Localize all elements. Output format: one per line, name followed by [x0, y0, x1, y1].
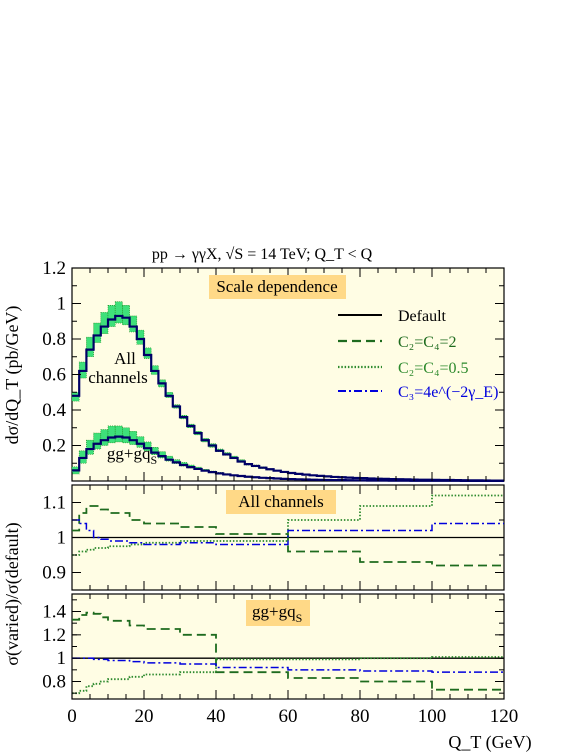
legend-label-c3: C₃=4e^(−2γ_E): [398, 384, 498, 401]
x-tick-label: 60: [279, 706, 298, 727]
ratio-all-ticks: 1.1 1 0.9: [42, 485, 505, 591]
x-tick-label: 100: [418, 706, 447, 727]
label-box-all-text: All channels: [238, 492, 323, 511]
annotation-gg-text: gg+gq: [107, 444, 151, 463]
y-axis-label-ratio: σ(varied)/σ(default): [2, 522, 23, 665]
ratio-series-c2c4_2: [72, 611, 504, 691]
band-bin: [107, 304, 116, 327]
y-tick-label: 1.4: [42, 602, 66, 623]
legend: Default C₂=C₄=2 C₂=C₄=0.5 C₃=4e^(−2γ_E): [338, 308, 498, 401]
annotation-gg-sub: S: [150, 453, 157, 467]
ratio-all-lines: [72, 494, 504, 567]
x-tick-label: 40: [207, 706, 226, 727]
x-tick-label: 80: [351, 706, 370, 727]
legend-label-c2c4_05: C₂=C₄=0.5: [398, 360, 469, 377]
band-bin: [122, 304, 130, 326]
x-tick-label: 0: [67, 706, 77, 727]
y-tick-label: 0.4: [42, 400, 66, 421]
ratio-series-c3: [72, 657, 504, 673]
band-bin: [158, 451, 166, 459]
y-tick-label: 0.2: [42, 436, 66, 457]
ratio-panel-all: 1.1 1 0.9 All channels: [42, 484, 505, 591]
band-bin: [114, 301, 123, 324]
main-panel: 1.2 1 0.8 0.6 0.4 0.2 Scale dependence All ch…: [42, 258, 505, 483]
band-bin: [100, 429, 109, 446]
ratio-gg-lines: [72, 611, 504, 695]
legend-label-default: Default: [398, 308, 447, 325]
y-tick-label: 1: [57, 528, 67, 549]
label-box-gg-main: gg+gq: [252, 602, 296, 621]
x-axis-label: Q_T (GeV): [448, 732, 531, 752]
x-tick-labels: 0 20 40 60 80 100 120: [67, 706, 518, 727]
label-box-gg: [246, 600, 310, 626]
label-box-all: [226, 490, 336, 514]
annotation-gg: gg+gqS: [107, 444, 157, 467]
legend-label-c2c4_2: C₂=C₄=2: [398, 334, 457, 351]
annotation-all: All: [114, 349, 136, 368]
y-tick-label: 0.6: [42, 365, 66, 386]
band-bin: [107, 425, 116, 444]
band-bin: [150, 446, 159, 456]
x-tick-label: 120: [490, 706, 519, 727]
y-axis-label-top: dσ/dQ_T (pb/GeV): [2, 306, 23, 445]
y-tick-label: 1.2: [42, 258, 66, 279]
y-tick-label: 0.8: [42, 329, 66, 350]
main-ticks: 1.2 1 0.8 0.6 0.4 0.2: [42, 258, 505, 481]
y-tick-label: 0.8: [42, 672, 66, 693]
y-tick-label: 1.2: [42, 625, 66, 646]
y-tick-label: 1: [57, 648, 67, 669]
label-box-gg-sub: S: [296, 611, 303, 625]
ratio-gg-ticks: 1.41.21 0.8: [42, 594, 505, 699]
annotation-channels: channels: [88, 368, 147, 387]
ratio-series-c3: [72, 519, 504, 546]
band-bin: [100, 312, 109, 334]
ratio-panel-gg: 1.41.21 0.8 gg+gqS: [42, 593, 505, 700]
chart-title: pp → γγX, √S = 14 TeV; Q_T < Q: [152, 246, 373, 263]
y-tick-label: 1.1: [42, 493, 66, 514]
ratio-series-c2c4_2: [72, 505, 504, 567]
band-bin: [114, 425, 123, 443]
band-bin: [143, 441, 152, 452]
label-box-scale: [209, 275, 346, 299]
band-bin: [136, 329, 145, 345]
y-tick-label: 1: [57, 294, 67, 315]
x-tick-label: 20: [135, 706, 154, 727]
ratio-series-c2c4_05: [72, 656, 504, 695]
label-box-gg-text: gg+gqS: [252, 602, 302, 625]
band-bin: [93, 432, 102, 450]
y-tick-label: 0.9: [42, 563, 66, 584]
label-box-scale-text: Scale dependence: [216, 277, 337, 296]
